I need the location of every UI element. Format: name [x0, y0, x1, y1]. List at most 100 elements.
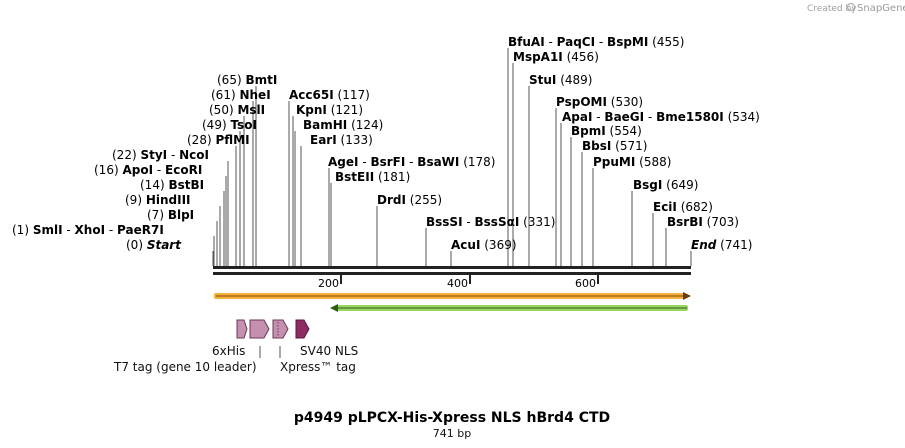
feature-xpress-tag-arrow[interactable] [272, 319, 289, 339]
site-position: (178) [463, 155, 495, 169]
site-position: (65) [217, 73, 242, 87]
site-position: (14) [140, 178, 165, 192]
enzyme-name[interactable]: XhoI [75, 223, 106, 237]
site-label-bbsi[interactable]: BbsI (571) [582, 139, 647, 153]
enzyme-name[interactable]: BstEII [335, 170, 374, 184]
site-label-kpni[interactable]: KpnI (121) [296, 103, 363, 117]
feature-sv40-nls-arrow[interactable] [295, 319, 310, 339]
site-label-apai-baegi-bme1580i[interactable]: ApaI - BaeGI - Bme1580I (534) [562, 110, 760, 124]
enzyme-name[interactable]: Start [147, 238, 182, 252]
site-label-smli-xhoi-paer7i[interactable]: (1) SmlI - XhoI - PaeR7I [12, 223, 164, 237]
enzyme-name[interactable]: BsrFI [370, 155, 405, 169]
enzyme-name[interactable]: NcoI [179, 148, 209, 162]
site-label-blpi[interactable]: (7) BlpI [147, 208, 194, 222]
enzyme-name[interactable]: BfuAI [508, 35, 545, 49]
enzyme-name[interactable]: BssSαI [475, 215, 520, 229]
site-label-end[interactable]: End (741) [691, 238, 752, 252]
enzyme-name[interactable]: ApoI [122, 163, 153, 177]
enzyme-name[interactable]: EarI [310, 133, 337, 147]
site-label-acc65i[interactable]: Acc65I (117) [289, 88, 370, 102]
enzyme-name[interactable]: BamHI [303, 118, 347, 132]
site-position: (61) [211, 88, 236, 102]
site-label-bfuai-paqci-bspmi[interactable]: BfuAI - PaqCI - BspMI (455) [508, 35, 684, 49]
enzyme-name[interactable]: PaeR7I [117, 223, 164, 237]
enzyme-name[interactable]: MspA1I [513, 50, 563, 64]
site-label-drdi[interactable]: DrdI (255) [377, 193, 442, 207]
site-position: (682) [681, 200, 713, 214]
snapgene-logo-icon [846, 2, 856, 12]
enzyme-name[interactable]: PaqCI [557, 35, 595, 49]
site-label-nhei[interactable]: (61) NheI [211, 88, 271, 102]
enzyme-name[interactable]: BaeGI [604, 110, 644, 124]
feature-t7-tag-arrow[interactable] [249, 319, 270, 339]
enzyme-name[interactable]: BlpI [168, 208, 194, 222]
map-title: p4949 pLPCX-His-Xpress NLS hBrd4 CTD [294, 410, 610, 426]
orf-forward-arrow[interactable] [214, 292, 691, 300]
enzyme-name[interactable]: BstBI [168, 178, 204, 192]
site-label-ppumi[interactable]: PpuMI (588) [593, 155, 671, 169]
enzyme-name[interactable]: PspOMI [556, 95, 607, 109]
enzyme-name[interactable]: BbsI [582, 139, 611, 153]
enzyme-name[interactable]: KpnI [296, 103, 327, 117]
enzyme-name[interactable]: TsoI [230, 118, 256, 132]
enzyme-name[interactable]: AgeI [328, 155, 358, 169]
site-label-bsteii[interactable]: BstEII (181) [335, 170, 410, 184]
enzyme-name[interactable]: MslI [237, 103, 265, 117]
site-label-bmti[interactable]: (65) BmtI [217, 73, 277, 87]
site-label-tsoi[interactable]: (49) TsoI [202, 118, 257, 132]
site-position: (121) [331, 103, 363, 117]
site-label-ecii[interactable]: EciI (682) [653, 200, 713, 214]
site-label-bsssi-bsssi[interactable]: BssSI - BssSαI (331) [426, 215, 555, 229]
enzyme-name[interactable]: Acc65I [289, 88, 334, 102]
site-position: (49) [202, 118, 227, 132]
enzyme-name[interactable]: HindIII [146, 193, 191, 207]
enzyme-name[interactable]: AcuI [451, 238, 480, 252]
feature-6xhis-arrow[interactable] [236, 319, 248, 339]
enzyme-name[interactable]: BpmI [571, 124, 606, 138]
enzyme-name[interactable]: PflMI [215, 133, 249, 147]
site-label-bstbi[interactable]: (14) BstBI [140, 178, 204, 192]
created-by-credit: Created by [807, 4, 857, 14]
site-position: (124) [351, 118, 383, 132]
enzyme-name[interactable]: SmlI [33, 223, 63, 237]
sequence-length: 741 bp [433, 427, 471, 440]
site-label-bsgi[interactable]: BsgI (649) [633, 178, 698, 192]
site-label-stui[interactable]: StuI (489) [529, 73, 593, 87]
site-position: (489) [560, 73, 592, 87]
site-label-bamhi[interactable]: BamHI (124) [303, 118, 383, 132]
site-label-apoi-ecori[interactable]: (16) ApoI - EcoRI [94, 163, 202, 177]
site-label-start[interactable]: (0) Start [126, 238, 182, 252]
enzyme-name[interactable]: BsgI [633, 178, 662, 192]
site-label-eari[interactable]: EarI (133) [310, 133, 373, 147]
orf-reverse-arrow[interactable] [330, 304, 688, 312]
enzyme-name[interactable]: BspMI [607, 35, 648, 49]
enzyme-name[interactable]: BsaWI [417, 155, 459, 169]
site-label-pspomi[interactable]: PspOMI (530) [556, 95, 643, 109]
enzyme-name[interactable]: EciI [653, 200, 677, 214]
site-label-hindiii[interactable]: (9) HindIII [125, 193, 191, 207]
enzyme-name[interactable]: StuI [529, 73, 556, 87]
feature-label-xpress-tag: Xpress™ tag [280, 360, 356, 374]
site-label-bpmi[interactable]: BpmI (554) [571, 124, 642, 138]
site-label-pflmi[interactable]: (28) PflMI [187, 133, 250, 147]
enzyme-name[interactable]: DrdI [377, 193, 406, 207]
site-position: (703) [707, 215, 739, 229]
enzyme-name[interactable]: BsrBI [667, 215, 703, 229]
enzyme-name[interactable]: BmtI [245, 73, 277, 87]
snapgene-brand: SnapGene [857, 3, 905, 14]
enzyme-name[interactable]: Bme1580I [656, 110, 724, 124]
site-label-agei-bsrfi-bsawi[interactable]: AgeI - BsrFI - BsaWI (178) [328, 155, 496, 169]
site-label-bsrbi[interactable]: BsrBI (703) [667, 215, 739, 229]
site-label-styi-ncoi[interactable]: (22) StyI - NcoI [112, 148, 209, 162]
enzyme-name[interactable]: NheI [239, 88, 270, 102]
site-label-acui[interactable]: AcuI (369) [451, 238, 517, 252]
site-label-msli[interactable]: (50) MslI [209, 103, 265, 117]
enzyme-name[interactable]: EcoRI [165, 163, 202, 177]
enzyme-name[interactable]: ApaI [562, 110, 592, 124]
enzyme-name[interactable]: End [691, 238, 717, 252]
site-label-mspa1i[interactable]: MspA1I (456) [513, 50, 599, 64]
enzyme-name[interactable]: BssSI [426, 215, 463, 229]
enzyme-name[interactable]: StyI [140, 148, 167, 162]
enzyme-name[interactable]: PpuMI [593, 155, 635, 169]
